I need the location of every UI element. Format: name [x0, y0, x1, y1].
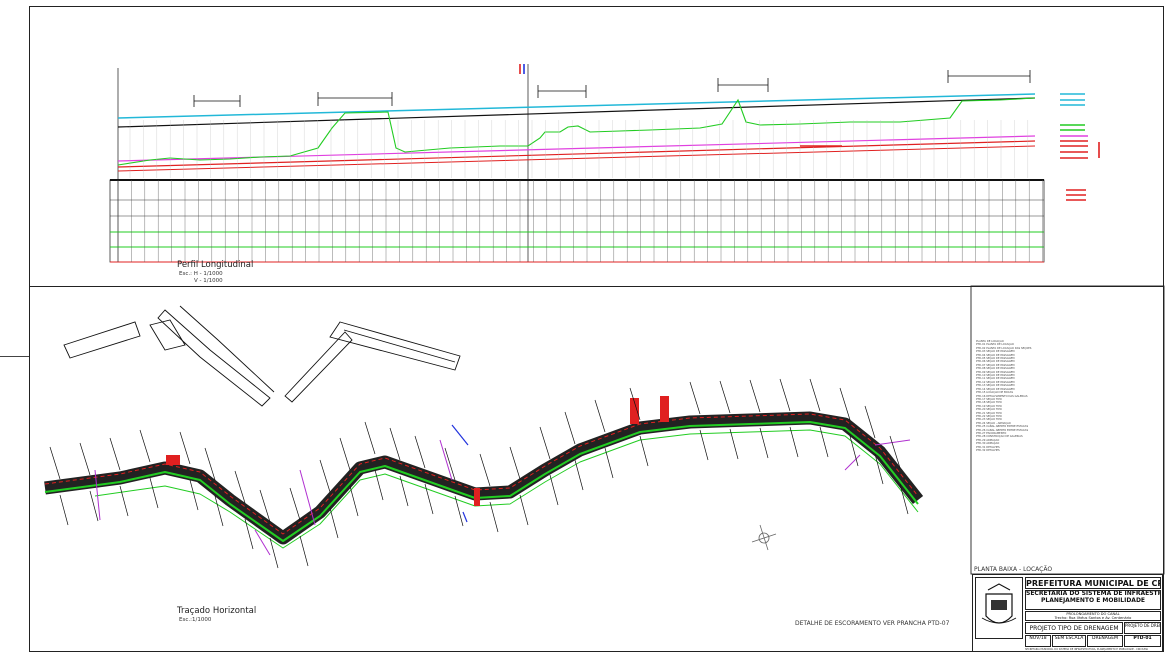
title-block: PREFEITURA MUNICIPAL DE CRICIÚMA SECRETA…: [972, 574, 1163, 652]
plan-location-label: PLANTA BAIXA - LOCAÇÃO: [974, 566, 1053, 573]
drawing-list-item: PTD-26 CANAL ABERTO ENTRE ESTACAS: [976, 428, 1029, 432]
drawing-list-item: PTD-11 SEÇÃO DE PASSAGEM: [976, 377, 1015, 381]
drawing-list-item: PTD-21 SEÇÃO TIPO: [976, 411, 1002, 415]
plan-scale: Esc.:1/1000: [179, 617, 212, 623]
drawing-list-item: PTD-28 CONSTRUÇÃO DE GALERIAS: [976, 435, 1023, 439]
drawing-list-item: PTD-25 CANAL ABERTO ENTRE ESTACAS: [976, 425, 1029, 429]
margin-mark: [0, 356, 29, 357]
drawing-list-item: PTD-01 PLANTA DE LOCAÇÃO: [976, 343, 1014, 347]
profile-red-line-2: [117, 145, 1036, 172]
drawing-list: PLANTA DE LOCAÇÃO PTD-01 PLANTA DE LOCAÇÃ…: [976, 340, 1091, 452]
drawing-list-item: PTD-20 SEÇÃO TIPO: [976, 408, 1002, 412]
profile-black-line: [117, 97, 1036, 128]
profile-scale-h: Esc.: H - 1/1000: [179, 271, 223, 277]
scale-cell: SEM ESCALA: [1052, 635, 1086, 647]
profile-title: Perfil Longitudinal: [177, 260, 254, 270]
drawing-list-item: PTD-23 SEÇÃO TIPO: [976, 418, 1002, 422]
drawing-list-item: PTD-14 SEÇÃO DE PASSAGEM: [976, 387, 1015, 391]
plan-channel: [44, 378, 924, 569]
plan-note: DETALHE DE ESCORAMENTO VER PRANCHA PTD-0…: [795, 620, 950, 627]
drawing-sheet: [29, 6, 1164, 652]
sheet-divider: [29, 286, 1164, 287]
drawing-list-item: PTD-30 ARMAÇÃO: [976, 442, 1000, 446]
project-title: PROJETO TIPO DE DRENAGEM: [1025, 622, 1123, 634]
drawing-list-item: PTD-06 SEÇÃO DE PASSAGEM: [976, 360, 1015, 364]
sheet-number: PTD-01: [1124, 635, 1161, 647]
drawing-list-item: PTD-31 DETALHES: [976, 445, 1000, 449]
municipal-seal: [975, 577, 1023, 639]
drawing-list-item: PTD-22 SEÇÃO TIPO: [976, 414, 1002, 418]
department-line-1: SECRETARIA DO SISTEMA DE INFRAESTRUTURA,: [1026, 590, 1160, 597]
plan-title: Traçado Horizontal: [177, 606, 257, 616]
drawing-list-item: PTD-02 PLANTA DE LOCAÇÃO DAS SEÇÕES: [976, 346, 1032, 350]
profile-ground-line: [117, 97, 1036, 166]
drawing-list-item: PTD-16 DETALHAMENTO DAS GALERIAS: [976, 394, 1028, 398]
department: SECRETARIA DO SISTEMA DE INFRAESTRUTURA,…: [1025, 590, 1161, 610]
drawing-list-item: PTD-27 ESCORAMENTO: [976, 431, 1007, 435]
drawing-list-item: PTD-15 LOCAÇÃO DE BOCAS: [976, 391, 1014, 395]
department-line-2: PLANEJAMENTO E MOBILIDADE: [1040, 596, 1146, 604]
plan-detail-blocks: [63, 305, 461, 407]
drawing-list-item: PTD-18 SEÇÃO TIPO: [976, 401, 1002, 405]
drawing-list-item: PTD-10 SEÇÃO DE PASSAGEM: [976, 374, 1015, 378]
project-description-line-1: PROLONGAMENTO DO CANAL: [1066, 612, 1120, 616]
profile-scale-v: V - 1/1000: [194, 278, 223, 284]
project-type: PROJETO DE DRENAGEM: [1124, 622, 1161, 634]
project-description-line-2: Trecho: Rua Ilhéus Santos e Av. Centenár…: [1054, 616, 1132, 621]
drawing-list-item: PTD-13 SEÇÃO DE PASSAGEM: [976, 384, 1015, 388]
drawing-list-item: PTD-08 SEÇÃO DE PASSAGEM: [976, 367, 1015, 371]
profile-frame: [109, 64, 1045, 263]
profile-brackets: [193, 70, 1031, 107]
discipline-cell: DRENAGEM: [1087, 635, 1123, 647]
north-arrow: [751, 524, 777, 551]
drawing-list-item: PTD-29 ARMAÇÃO: [976, 438, 1000, 442]
drawing-list-item: PTD-09 SEÇÃO DE PASSAGEM: [976, 370, 1015, 374]
drawing-list-item: PLANTA DE LOCAÇÃO: [976, 340, 1004, 343]
project-description: PROLONGAMENTO DO CANAL Trecho: Rua Ilhéu…: [1025, 611, 1161, 621]
drawing-list-item: PTD-17 SEÇÃO TIPO: [976, 397, 1002, 401]
drawing-list-item: PTD-07 SEÇÃO DE PASSAGEM: [976, 363, 1015, 367]
drawing-list-item: PTD-04 SEÇÃO DE PASSAGEM: [976, 353, 1015, 357]
date-cell: NOV/18: [1025, 635, 1051, 647]
drawing-list-item: PTD-12 SEÇÃO DE PASSAGEM: [976, 380, 1015, 384]
title-block-footer: SECRETARIA MUNICIPAL DO SISTEMA DE INFRA…: [1025, 648, 1149, 651]
profile-annotations: [519, 64, 1100, 201]
drawing-list-item: PTD-32 DETALHES: [976, 449, 1000, 452]
profile-red-line-1: [117, 140, 1036, 168]
org-name: PREFEITURA MUNICIPAL DE CRICIÚMA: [1025, 577, 1161, 589]
drawing-list-item: PTD-05 SEÇÃO DE PASSAGEM: [976, 357, 1015, 361]
profile-cyan-line: [117, 93, 1036, 119]
drawing-list-item: PTD-24 SEÇÃO - ARMAÇÃO: [976, 421, 1011, 425]
drawing-list-item: PTD-19 SEÇÃO TIPO: [976, 404, 1002, 408]
drawing-list-item: PTD-03 SEÇÃO DE PASSAGEM: [976, 350, 1015, 354]
